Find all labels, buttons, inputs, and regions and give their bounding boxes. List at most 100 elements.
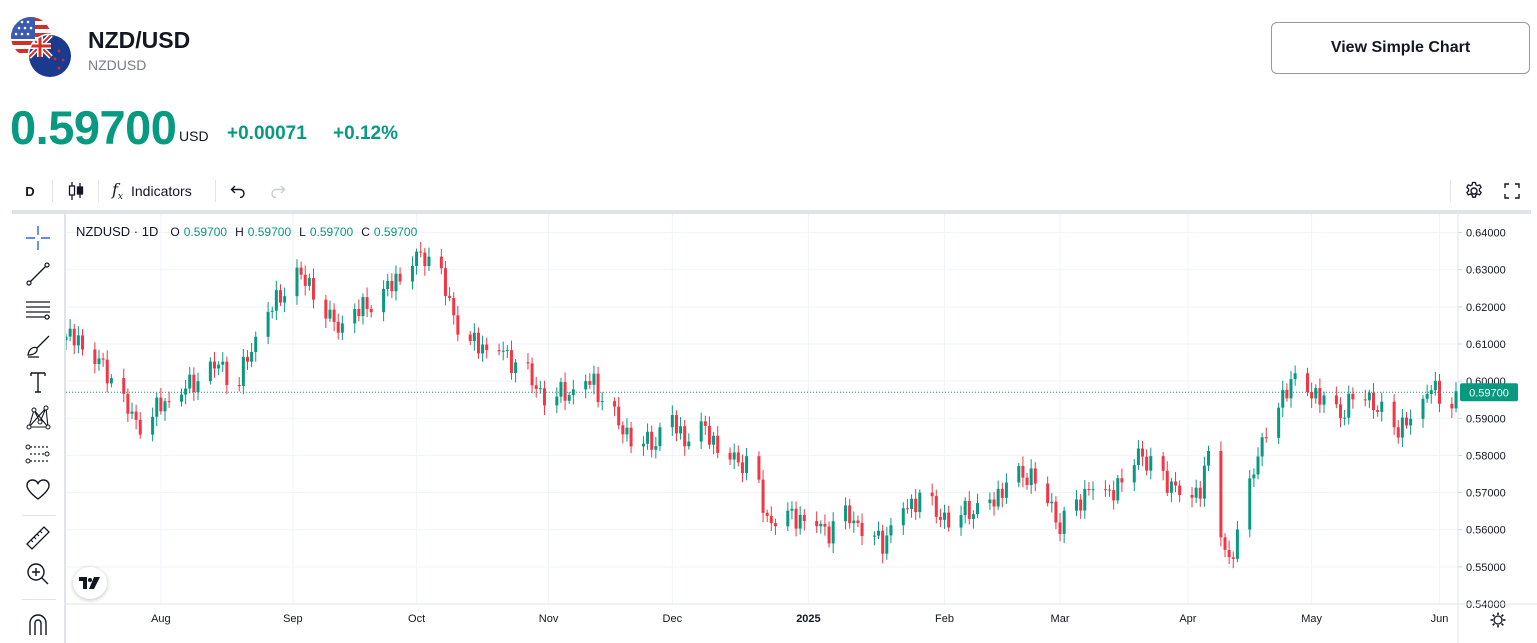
candle-body-up [266, 311, 270, 337]
price-chart[interactable]: 0.54000 0.55000 0.56000 0.57000 0.58000 0.590… [66, 214, 1537, 643]
candle-body-down [167, 401, 171, 403]
candle-body-up [1169, 481, 1173, 493]
candle-body-up [1248, 478, 1252, 530]
x-axis-label: Apr [1179, 613, 1196, 625]
candle-body-down [101, 358, 105, 360]
candle-body-down [740, 462, 744, 474]
candle-body-down [365, 297, 369, 309]
candle-body-up [1004, 482, 1008, 498]
candle-body-up [130, 411, 134, 414]
candle-body-up [68, 328, 72, 337]
legend-high-label: H [235, 224, 244, 239]
candle-body-down [303, 274, 307, 286]
candle-body-down [1033, 468, 1037, 484]
candle-body-down [1025, 477, 1029, 486]
favorites-tool[interactable] [24, 476, 52, 504]
settings-button[interactable] [1460, 174, 1488, 208]
price-change-percent: +0.12% [333, 123, 398, 144]
crosshair-tool[interactable] [24, 224, 52, 252]
view-simple-chart-button[interactable]: View Simple Chart [1271, 22, 1530, 74]
zoom-in-tool[interactable] [24, 560, 52, 588]
tradingview-logo-button[interactable] [73, 567, 107, 599]
candle-body-down [237, 385, 241, 387]
candle-body-down [369, 308, 373, 313]
candle-body-down [278, 290, 282, 303]
candle-body-up [971, 514, 975, 519]
candle-body-down [1058, 522, 1062, 534]
candle-body-down [860, 522, 864, 537]
candle-body-up [901, 508, 905, 526]
horizontal-lines-tool[interactable] [24, 296, 52, 324]
interval-button[interactable]: D [25, 183, 35, 199]
candle-body-down [1339, 404, 1343, 419]
candle-body-up [959, 515, 963, 528]
candle-body-down [542, 388, 546, 406]
candle-body-up [1050, 501, 1054, 504]
candle-body-up [76, 335, 80, 346]
symbol-name: NZD/USD [88, 27, 191, 53]
text-tool[interactable] [24, 368, 52, 396]
candle-body-down [1141, 448, 1145, 457]
prediction-tool[interactable] [24, 440, 52, 468]
candle-body-up [295, 267, 299, 297]
candle-body-up [1075, 499, 1079, 511]
candle-body-down [390, 280, 394, 292]
tools-divider [22, 599, 56, 600]
candle-body-down [192, 374, 196, 393]
candle-body-down [1310, 392, 1314, 399]
candle-body-up [600, 401, 604, 403]
y-axis-label: 0.54000 [1466, 599, 1506, 611]
text-icon [30, 372, 46, 393]
candle-body-up [163, 401, 167, 412]
x-axis-label: Dec [663, 613, 683, 625]
candle-body-up [283, 296, 287, 303]
magnet-tool[interactable] [24, 610, 52, 638]
candle-body-up [1343, 417, 1347, 419]
crosshair-icon [26, 226, 50, 250]
candle-body-down [126, 393, 130, 414]
candle-body-down [765, 512, 769, 516]
candle-body-down [621, 425, 625, 435]
candle-body-down [967, 500, 971, 519]
candle-body-down [856, 520, 860, 523]
candle-body-down [134, 411, 138, 420]
candle-body-down [588, 381, 592, 385]
redo-button[interactable] [266, 174, 290, 208]
candle-body-down [802, 514, 806, 522]
x-axis-label: Sep [283, 613, 303, 625]
fullscreen-button[interactable] [1498, 174, 1526, 208]
trend-line-tool[interactable] [24, 260, 52, 288]
candle-body-up [66, 336, 68, 341]
candle-body-down [526, 362, 530, 364]
indicators-button[interactable]: fx Indicators [112, 174, 208, 208]
candle-body-up [712, 435, 716, 445]
candle-body-up [1132, 465, 1136, 483]
ruler-tool[interactable] [24, 524, 52, 552]
chart-type-button[interactable] [62, 174, 90, 208]
indicators-label: Indicators [131, 183, 192, 199]
candle-body-down [1174, 481, 1178, 486]
candle-body-down [105, 359, 109, 384]
legend-open-value: 0.59700 [183, 224, 228, 239]
x-axis-label: Nov [539, 613, 559, 625]
candle-body-down [1285, 389, 1289, 399]
candle-body-up [427, 256, 431, 267]
candle-body-down [1363, 399, 1367, 401]
candle-body-down [530, 363, 534, 386]
candle-body-down [823, 523, 827, 527]
candle-body-up [844, 505, 848, 522]
candle-body-up [687, 441, 691, 447]
legend-low-value: 0.59700 [309, 224, 354, 239]
last-price-badge [1460, 383, 1518, 402]
undo-button[interactable] [226, 174, 250, 208]
toolbar-divider [98, 180, 99, 202]
candle-body-down [1372, 392, 1376, 411]
candle-body-up [270, 310, 274, 312]
candle-body-up [670, 415, 674, 428]
candle-body-down [423, 252, 427, 267]
brush-tool[interactable] [24, 332, 52, 360]
candle-body-up [910, 498, 914, 509]
pattern-tool[interactable] [24, 404, 52, 432]
candle-body-down [212, 361, 216, 369]
ruler-icon [26, 526, 50, 550]
